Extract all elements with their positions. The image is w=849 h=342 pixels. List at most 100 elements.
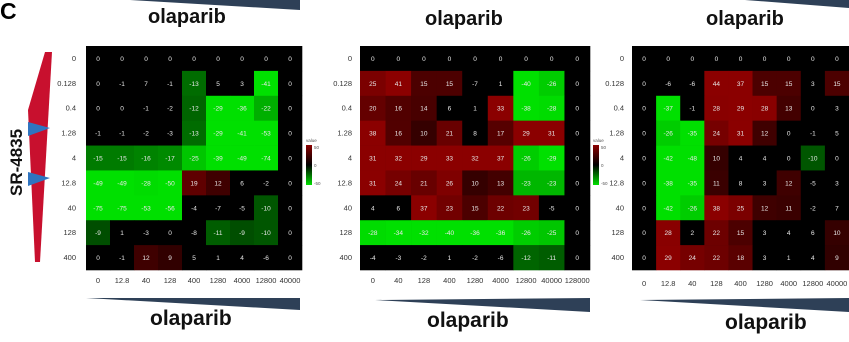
cell-value: -50: [165, 180, 175, 187]
cell-value: 0: [642, 255, 646, 262]
heatmap-cell: [538, 195, 565, 221]
x-tick-label: 40000: [827, 279, 848, 288]
heatmap-cell: [704, 195, 729, 221]
cell-value: 9: [168, 255, 172, 262]
heatmap-cell: [385, 70, 412, 97]
cell-value: -5: [810, 180, 816, 187]
heatmap-cell: [254, 170, 279, 196]
heatmap-cell: [86, 70, 111, 97]
heatmap-cell: [182, 46, 207, 72]
heatmap-cell: [158, 120, 183, 146]
cell-value: 24: [713, 131, 721, 138]
cell-value: 0: [288, 131, 292, 138]
cell-value: 1: [120, 230, 124, 237]
heatmap-cell: [86, 120, 111, 146]
heatmap-cell: [206, 46, 231, 72]
cell-value: 28: [761, 106, 769, 113]
heatmap-cell: [462, 120, 489, 146]
heatmap-cell: [360, 46, 386, 72]
cell-value: 4: [763, 156, 767, 163]
cell-value: -6: [689, 81, 695, 88]
blue-arrow-2: [28, 172, 50, 186]
heatmap-cell: [230, 95, 255, 121]
cell-value: 12: [214, 180, 222, 187]
cell-value: 0: [288, 81, 292, 88]
heatmap-cell: [487, 70, 514, 97]
heatmap-cell: [411, 220, 437, 246]
bottom-wedge-3: [640, 298, 849, 312]
cell-value: 29: [665, 255, 673, 262]
heatmap-cell: [182, 170, 207, 196]
heatmap-cell: [182, 220, 207, 246]
heatmap-cell: [462, 195, 489, 221]
heatmap-cell: [385, 170, 412, 196]
y-tick-label: 128: [63, 228, 76, 237]
cell-value: 0: [787, 131, 791, 138]
heatmap-cell: [538, 170, 565, 196]
heatmap-cell: [704, 120, 729, 146]
cell-value: -9: [239, 230, 245, 237]
cell-value: 22: [713, 230, 721, 237]
cell-value: 8: [739, 180, 743, 187]
cell-value: -7: [215, 205, 221, 212]
heatmap-cell: [254, 120, 279, 146]
cell-value: 15: [471, 205, 479, 212]
cell-value: 0: [575, 180, 579, 187]
x-tick-label: 4000: [780, 279, 797, 288]
cell-value: 7: [144, 81, 148, 88]
heatmap-cell: [462, 46, 489, 72]
heatmap-cell: [110, 220, 135, 246]
cell-value: -6: [665, 81, 671, 88]
heatmap-cell: [824, 70, 849, 97]
cell-value: 0: [811, 56, 815, 63]
heatmap-cell: [824, 170, 849, 196]
heatmap-cell: [776, 70, 802, 97]
cell-value: 1: [473, 106, 477, 113]
heatmap-cell: [487, 245, 514, 271]
heatmap-cell: [278, 170, 303, 196]
cell-value: 0: [288, 106, 292, 113]
cell-value: -41: [261, 81, 271, 88]
cell-value: 26: [446, 180, 454, 187]
x-tick-label: 1280: [210, 276, 227, 285]
cell-value: 3: [811, 81, 815, 88]
heatmap-cell: [632, 120, 657, 146]
y-tick-label: 400: [63, 253, 76, 262]
heatmap-cell: [230, 220, 255, 246]
cell-value: 0: [96, 106, 100, 113]
cell-value: -1: [119, 131, 125, 138]
cell-value: 10: [471, 180, 479, 187]
cell-value: 0: [120, 56, 124, 63]
cell-value: 0: [575, 81, 579, 88]
heatmap-cell: [411, 46, 437, 72]
x-tick-label: 40000: [541, 276, 562, 285]
heatmap-panel-1: 0 0 0 0 0 0 0 0 00 -1 7 -1 -13 5 3 -41 00 0 -1 -2 -12 -29 -36-…: [57, 46, 321, 285]
heatmap-cell: [110, 195, 135, 221]
heatmap-cell: [462, 95, 489, 121]
cell-value: 38: [369, 131, 377, 138]
heatmap-cell: [632, 95, 657, 121]
cell-value: 0: [288, 255, 292, 262]
heatmap-cell: [564, 70, 591, 97]
cell-value: -6: [263, 255, 269, 262]
cell-value: -2: [263, 180, 269, 187]
cell-value: 0: [642, 56, 646, 63]
y-tick-label: 4: [72, 154, 76, 163]
x-tick-label: 12.8: [661, 279, 676, 288]
heatmap-cell: [513, 220, 540, 246]
x-tick-label: 40: [688, 279, 696, 288]
heatmap-cell: [462, 170, 489, 196]
cell-value: 0: [524, 56, 528, 63]
cell-value: 0: [120, 106, 124, 113]
cell-value: 15: [833, 81, 841, 88]
heatmap-cell: [158, 245, 183, 271]
heatmap-cell: [824, 145, 849, 171]
heatmap-cell: [680, 170, 705, 196]
heatmap-cell: [680, 95, 705, 121]
cell-value: 15: [761, 81, 769, 88]
heatmap-cell: [564, 120, 591, 146]
x-tick-label: 1280: [756, 279, 773, 288]
cell-value: 0: [575, 131, 579, 138]
cell-value: -12: [521, 255, 531, 262]
cell-value: -11: [547, 255, 556, 262]
